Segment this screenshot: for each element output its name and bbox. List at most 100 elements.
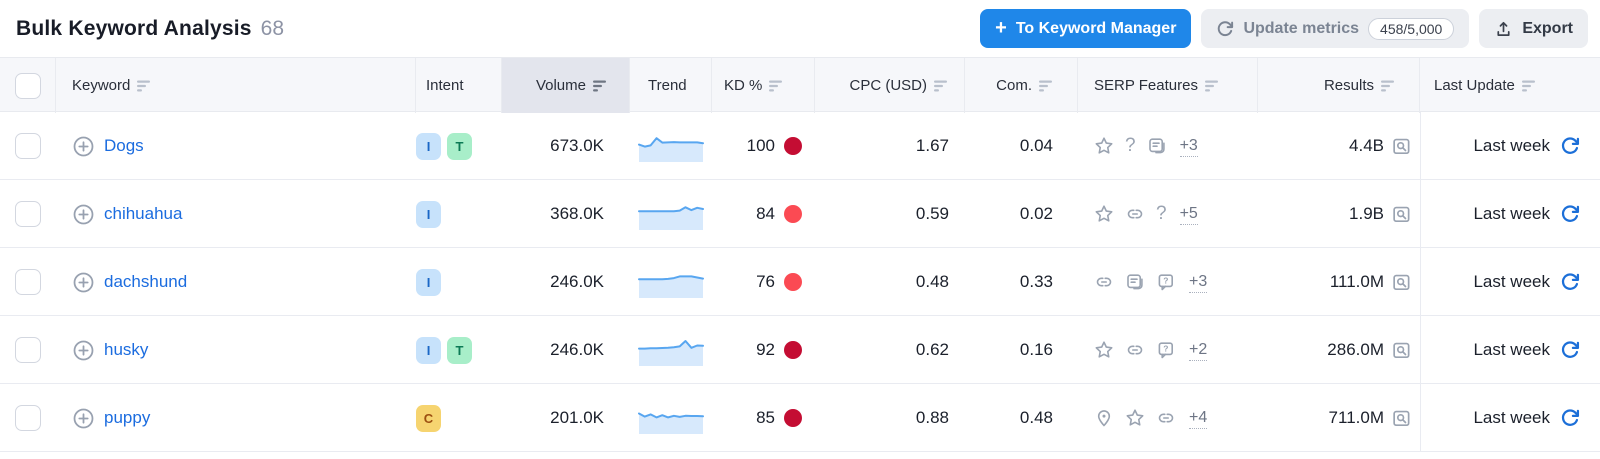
kd-badge bbox=[784, 273, 802, 291]
serp-features-cell: ? +3 bbox=[1078, 112, 1258, 180]
column-label: Keyword bbox=[72, 77, 131, 94]
select-all-checkbox[interactable] bbox=[14, 72, 41, 99]
last-update-cell: Last week bbox=[1420, 248, 1600, 316]
page-title: Bulk Keyword Analysis bbox=[16, 16, 252, 40]
add-to-list-button[interactable] bbox=[72, 203, 95, 226]
column-header-trend[interactable]: Trend bbox=[630, 58, 712, 113]
refresh-keyword-button[interactable] bbox=[1560, 136, 1580, 156]
column-header-com[interactable]: Com. bbox=[965, 58, 1078, 113]
serp-preview-icon[interactable] bbox=[1391, 340, 1412, 361]
serp-more-link[interactable]: +3 bbox=[1189, 272, 1208, 293]
intent-badge-i[interactable]: I bbox=[416, 268, 441, 296]
keyword-link[interactable]: puppy bbox=[104, 408, 151, 427]
faq-icon[interactable]: ? bbox=[1156, 340, 1176, 360]
star-icon[interactable] bbox=[1094, 204, 1114, 224]
volume-cell: 673.0K bbox=[502, 112, 630, 180]
star-icon[interactable] bbox=[1094, 136, 1114, 156]
serp-more-link[interactable]: +4 bbox=[1189, 408, 1208, 429]
link-icon[interactable] bbox=[1125, 340, 1145, 360]
result-count: 68 bbox=[260, 16, 285, 40]
cpc-cell: 0.59 bbox=[815, 180, 965, 248]
competition-value: 0.16 bbox=[1019, 340, 1053, 359]
column-header-volume[interactable]: Volume bbox=[502, 58, 630, 113]
link-icon[interactable] bbox=[1156, 408, 1176, 428]
refresh-keyword-button[interactable] bbox=[1560, 408, 1580, 428]
intent-badge-c[interactable]: C bbox=[416, 404, 441, 432]
to-keyword-manager-button[interactable]: + To Keyword Manager bbox=[980, 9, 1192, 48]
volume-cell: 368.0K bbox=[502, 180, 630, 248]
row-checkbox[interactable] bbox=[15, 201, 41, 227]
last-update-value: Last week bbox=[1473, 204, 1550, 223]
kd-value: 100 bbox=[746, 136, 775, 155]
column-header-serp[interactable]: SERP Features bbox=[1078, 58, 1258, 113]
star-icon[interactable] bbox=[1094, 340, 1114, 360]
intent-badge-t[interactable]: T bbox=[447, 132, 472, 160]
column-header-results[interactable]: Results bbox=[1258, 58, 1420, 113]
intent-badge-i[interactable]: I bbox=[416, 132, 441, 160]
column-label: KD % bbox=[724, 77, 763, 94]
competition-cell: 0.16 bbox=[965, 316, 1078, 384]
competition-cell: 0.04 bbox=[965, 112, 1078, 180]
add-to-list-button[interactable] bbox=[72, 339, 95, 362]
serp-more-link[interactable]: +3 bbox=[1179, 136, 1198, 157]
sort-icon bbox=[769, 80, 783, 92]
refresh-keyword-button[interactable] bbox=[1560, 340, 1580, 360]
volume-value: 673.0K bbox=[550, 136, 604, 155]
add-to-list-button[interactable] bbox=[72, 135, 95, 158]
snippet-icon[interactable] bbox=[1125, 272, 1145, 292]
intent-badge-i[interactable]: I bbox=[416, 200, 441, 228]
pin-icon[interactable] bbox=[1094, 408, 1114, 428]
column-header-updated[interactable]: Last Update bbox=[1420, 58, 1600, 113]
row-select-cell bbox=[0, 112, 56, 180]
serp-more-link[interactable]: +2 bbox=[1189, 340, 1208, 361]
row-checkbox[interactable] bbox=[15, 269, 41, 295]
column-header-cpc[interactable]: CPC (USD) bbox=[815, 58, 965, 113]
row-checkbox[interactable] bbox=[15, 337, 41, 363]
refresh-keyword-button[interactable] bbox=[1560, 204, 1580, 224]
serp-preview-icon[interactable] bbox=[1391, 204, 1412, 225]
star-icon[interactable] bbox=[1125, 408, 1145, 428]
cpc-value: 0.48 bbox=[915, 272, 949, 291]
results-value: 111.0M bbox=[1329, 272, 1384, 291]
snippet-icon[interactable] bbox=[1147, 136, 1167, 156]
link-icon[interactable] bbox=[1125, 204, 1145, 224]
column-header-intent[interactable]: Intent bbox=[416, 58, 502, 113]
add-to-list-button[interactable] bbox=[72, 271, 95, 294]
serp-more-link[interactable]: +5 bbox=[1179, 204, 1198, 225]
results-value: 1.9B bbox=[1349, 204, 1384, 223]
kd-value: 84 bbox=[756, 204, 775, 223]
intent-badge-i[interactable]: I bbox=[416, 336, 441, 364]
row-checkbox[interactable] bbox=[15, 405, 41, 431]
column-header-kd[interactable]: KD % bbox=[712, 58, 815, 113]
trend-sparkline bbox=[638, 333, 704, 367]
keyword-link[interactable]: husky bbox=[104, 340, 149, 359]
intent-badge-t[interactable]: T bbox=[447, 336, 472, 364]
keyword-cell: Dogs bbox=[56, 112, 416, 180]
last-update-value: Last week bbox=[1473, 408, 1550, 427]
trend-cell bbox=[630, 112, 712, 180]
serp-preview-icon[interactable] bbox=[1391, 136, 1412, 157]
cpc-cell: 0.48 bbox=[815, 248, 965, 316]
export-button[interactable]: Export bbox=[1479, 9, 1588, 48]
serp-preview-icon[interactable] bbox=[1391, 272, 1412, 293]
row-checkbox[interactable] bbox=[15, 133, 41, 159]
serp-preview-icon[interactable] bbox=[1391, 408, 1412, 429]
serp-features-cell: ? +3 bbox=[1078, 248, 1258, 316]
column-header-keyword[interactable]: Keyword bbox=[56, 58, 416, 113]
faq-icon[interactable]: ? bbox=[1156, 272, 1176, 292]
export-label: Export bbox=[1522, 19, 1573, 37]
update-metrics-button[interactable]: Update metrics 458/5,000 bbox=[1201, 9, 1470, 48]
keyword-link[interactable]: dachshund bbox=[104, 272, 188, 291]
link-icon[interactable] bbox=[1094, 272, 1114, 292]
question-icon[interactable]: ? bbox=[1125, 135, 1136, 156]
kd-badge bbox=[784, 137, 802, 155]
add-to-list-button[interactable] bbox=[72, 407, 95, 430]
keyword-link[interactable]: chihuahua bbox=[104, 204, 183, 223]
question-icon[interactable]: ? bbox=[1156, 203, 1167, 224]
refresh-keyword-button[interactable] bbox=[1560, 272, 1580, 292]
plus-icon: + bbox=[995, 16, 1007, 39]
keyword-link[interactable]: Dogs bbox=[104, 136, 144, 155]
table-row: husky I T 246.0K 92 0.62 0.16? +2 286.0M Last wee… bbox=[0, 316, 1600, 384]
column-label: Intent bbox=[426, 77, 464, 94]
